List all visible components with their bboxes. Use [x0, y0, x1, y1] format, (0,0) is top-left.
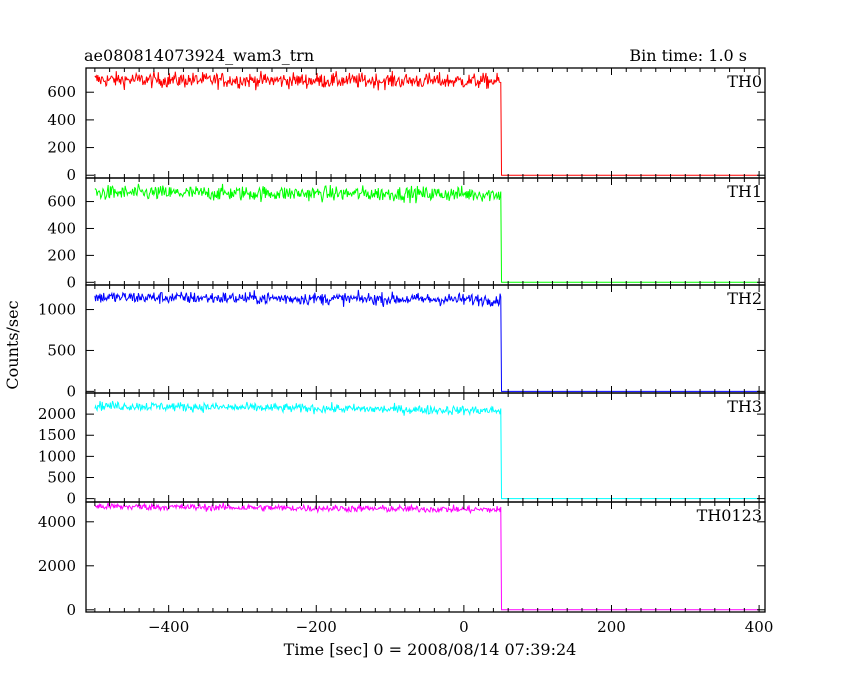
y-tick-label: 200	[47, 139, 76, 157]
panel-th0123: 0 2000 4000 TH0123	[38, 501, 766, 619]
x-tick-label: 0	[459, 618, 469, 636]
panel-frame	[85, 501, 766, 613]
x-tick-labels: −400 −200 0 200 400	[148, 618, 773, 636]
panel-th0: 0 200 400 600 TH0	[47, 67, 766, 184]
y-tick-label: 0	[66, 382, 76, 400]
x-tick-label: −200	[296, 618, 337, 636]
y-tick-label: 1000	[38, 447, 76, 465]
y-tick-label: 2000	[38, 557, 76, 575]
x-axis-label: Time [sec] 0 = 2008/08/14 07:39:24	[284, 640, 577, 659]
panel-label-th0123: TH0123	[697, 506, 762, 525]
y-tick-label: 0	[66, 490, 76, 508]
panel-label-th0: TH0	[727, 72, 762, 91]
y-tick-label: 400	[47, 111, 76, 129]
series-line-th3	[94, 400, 760, 500]
chart-title: ae080814073924_wam3_trn	[84, 46, 314, 65]
panel-th3: 0 500 1000 1500 2000 TH3	[38, 392, 766, 508]
panel-label-th3: TH3	[727, 397, 762, 416]
series-line-th0123	[94, 502, 760, 611]
y-tick-label: 600	[47, 193, 76, 211]
x-tick-label: −400	[148, 618, 189, 636]
panel-th1: 0 200 400 600 TH1	[47, 177, 766, 291]
y-axis-label: Counts/sec	[3, 300, 22, 389]
series-line-th2	[94, 289, 760, 392]
y-tick-label: 1000	[38, 301, 76, 319]
y-tick-label: 0	[66, 273, 76, 291]
panel-frame	[85, 67, 766, 179]
y-tick-label: 0	[66, 601, 76, 619]
y-tick-label: 1500	[38, 426, 76, 444]
x-tick-label: 400	[745, 618, 774, 636]
y-tick-label: 0	[66, 166, 76, 184]
y-tick-label: 2000	[38, 405, 76, 423]
panels-group: 0 200 400 600 TH0 0 200 400 600 TH1 0 500 1000 TH2 0 50…	[38, 67, 766, 619]
panel-th2: 0 500 1000 TH2	[38, 284, 766, 400]
y-tick-label: 500	[47, 468, 76, 486]
y-tick-label: 500	[47, 341, 76, 359]
x-tick-label: 200	[597, 618, 626, 636]
panel-label-th2: TH2	[727, 289, 762, 308]
panel-label-th1: TH1	[727, 182, 762, 201]
bin-time-label: Bin time: 1.0 s	[629, 46, 747, 65]
y-tick-label: 200	[47, 246, 76, 264]
series-line-th0	[94, 70, 760, 176]
series-line-th1	[94, 183, 760, 283]
y-tick-label: 4000	[38, 513, 76, 531]
y-tick-label: 600	[47, 83, 76, 101]
y-tick-label: 400	[47, 219, 76, 237]
